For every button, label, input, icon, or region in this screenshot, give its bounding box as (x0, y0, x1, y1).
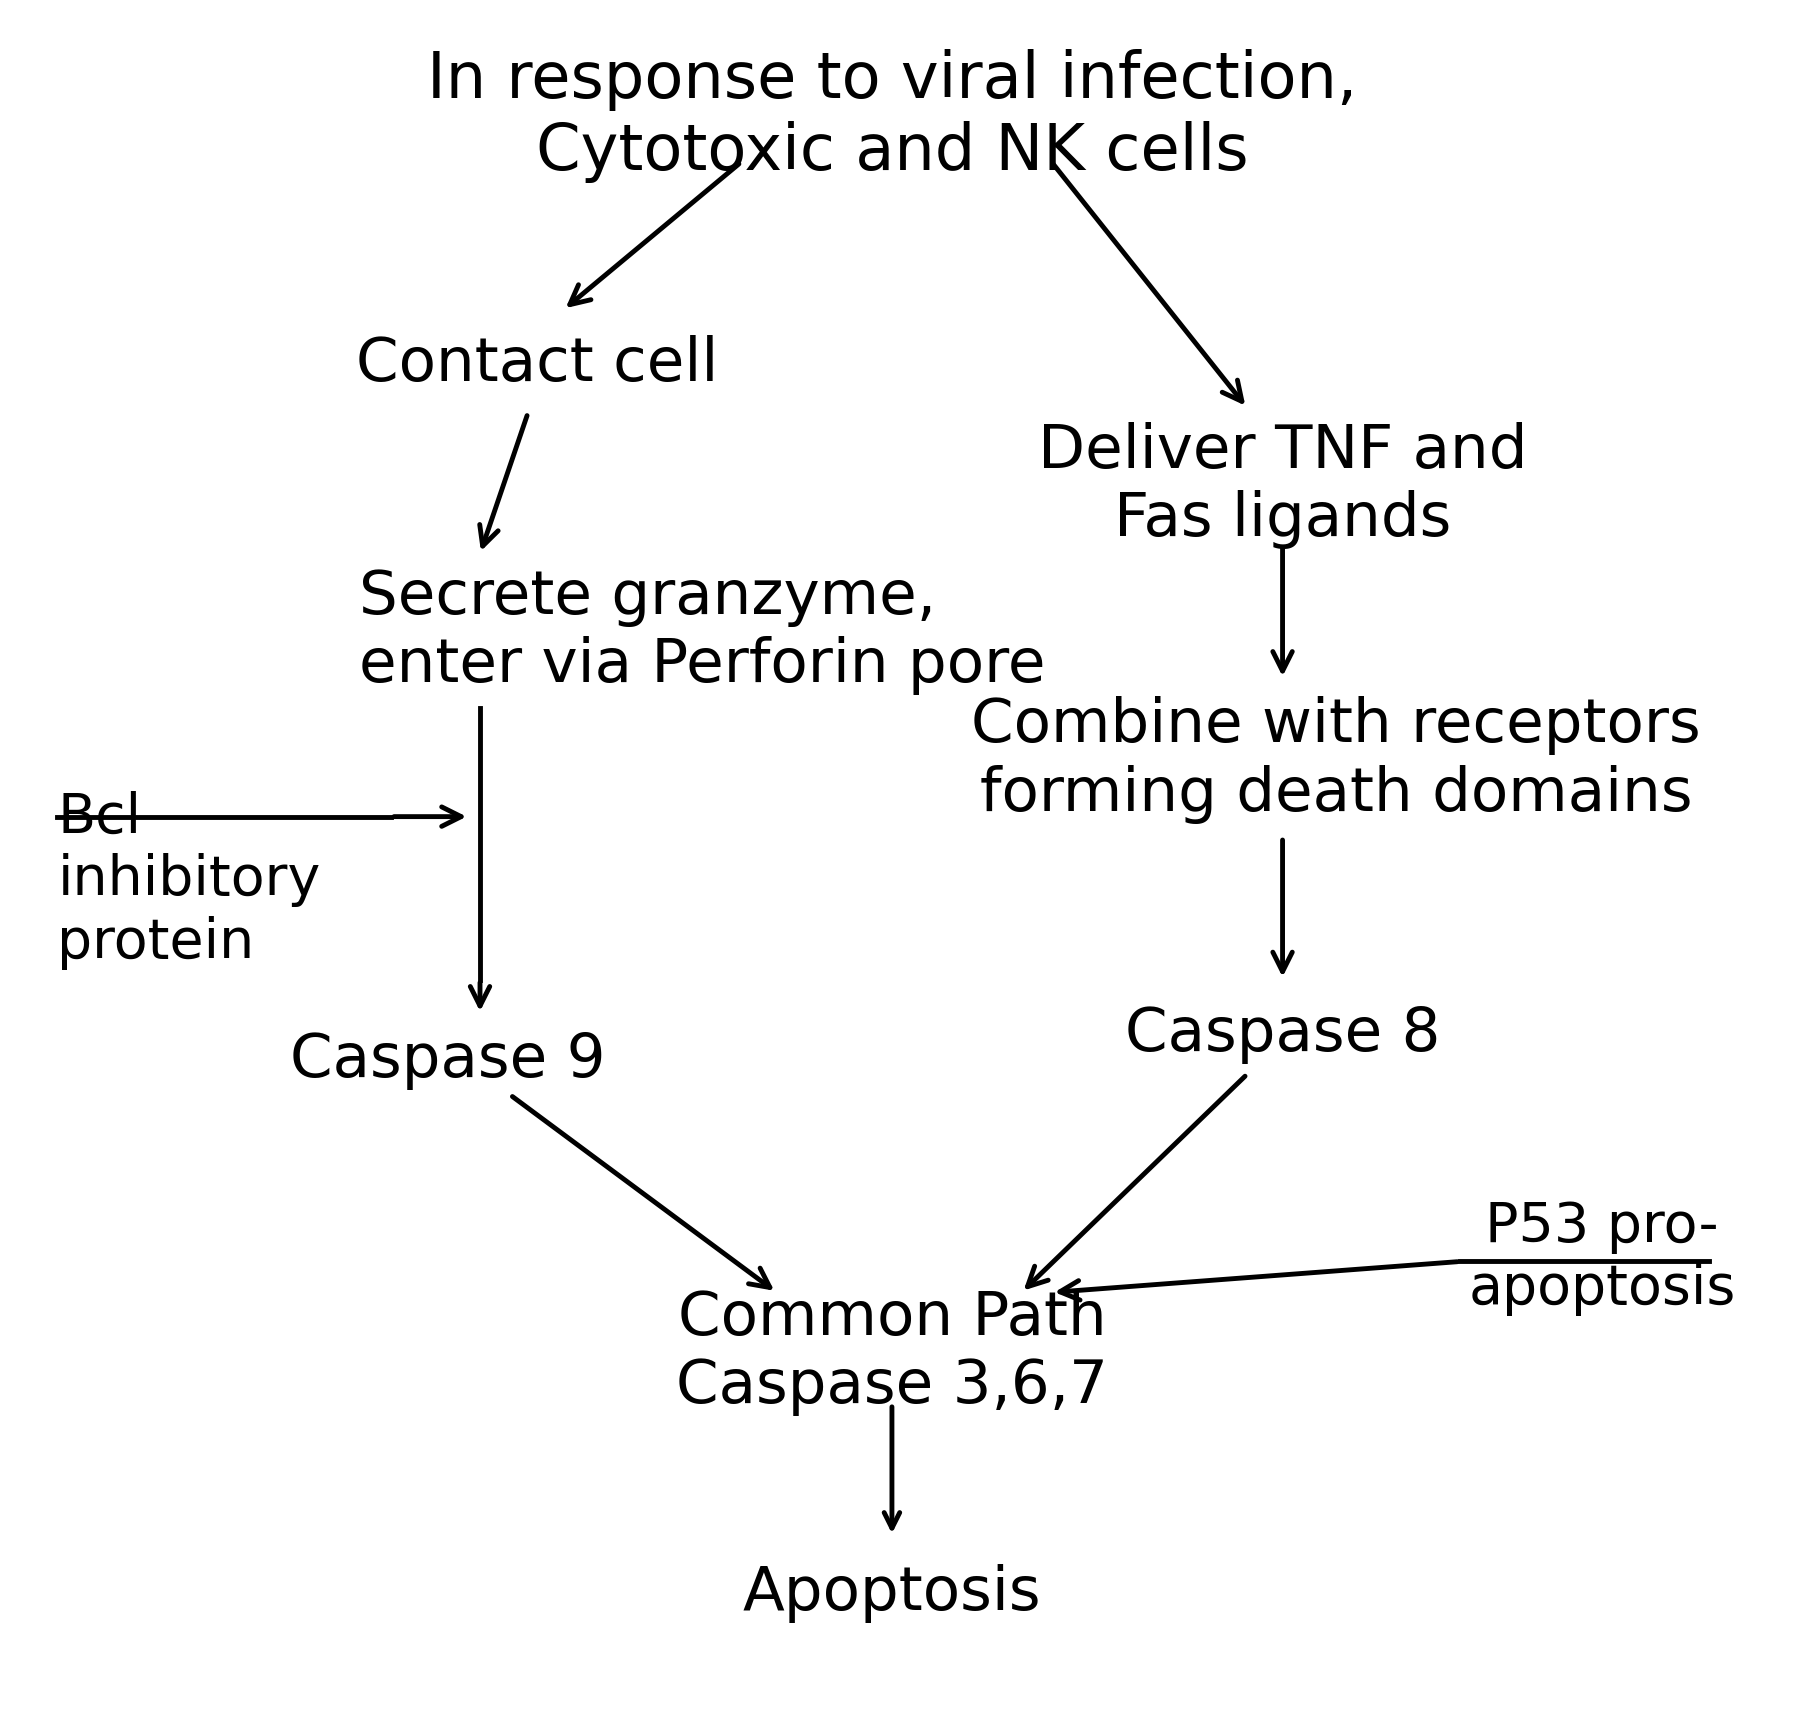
Text: Common Path
Caspase 3,6,7: Common Path Caspase 3,6,7 (677, 1289, 1109, 1415)
Text: P53 pro-
apoptosis: P53 pro- apoptosis (1469, 1200, 1735, 1317)
Text: Combine with receptors
forming death domains: Combine with receptors forming death dom… (970, 696, 1701, 823)
Text: Caspase 8: Caspase 8 (1125, 1005, 1440, 1065)
Text: Apoptosis: Apoptosis (743, 1564, 1040, 1622)
Text: Contact cell: Contact cell (356, 335, 718, 394)
Text: In response to viral infection,
Cytotoxic and NK cells: In response to viral infection, Cytotoxi… (427, 48, 1357, 183)
Text: Caspase 9: Caspase 9 (290, 1030, 607, 1091)
Text: Secrete granzyme,
enter via Perforin pore: Secrete granzyme, enter via Perforin por… (360, 568, 1046, 694)
Text: Deliver TNF and
Fas ligands: Deliver TNF and Fas ligands (1039, 421, 1528, 549)
Text: Bcl
inhibitory
protein: Bcl inhibitory protein (58, 791, 320, 970)
